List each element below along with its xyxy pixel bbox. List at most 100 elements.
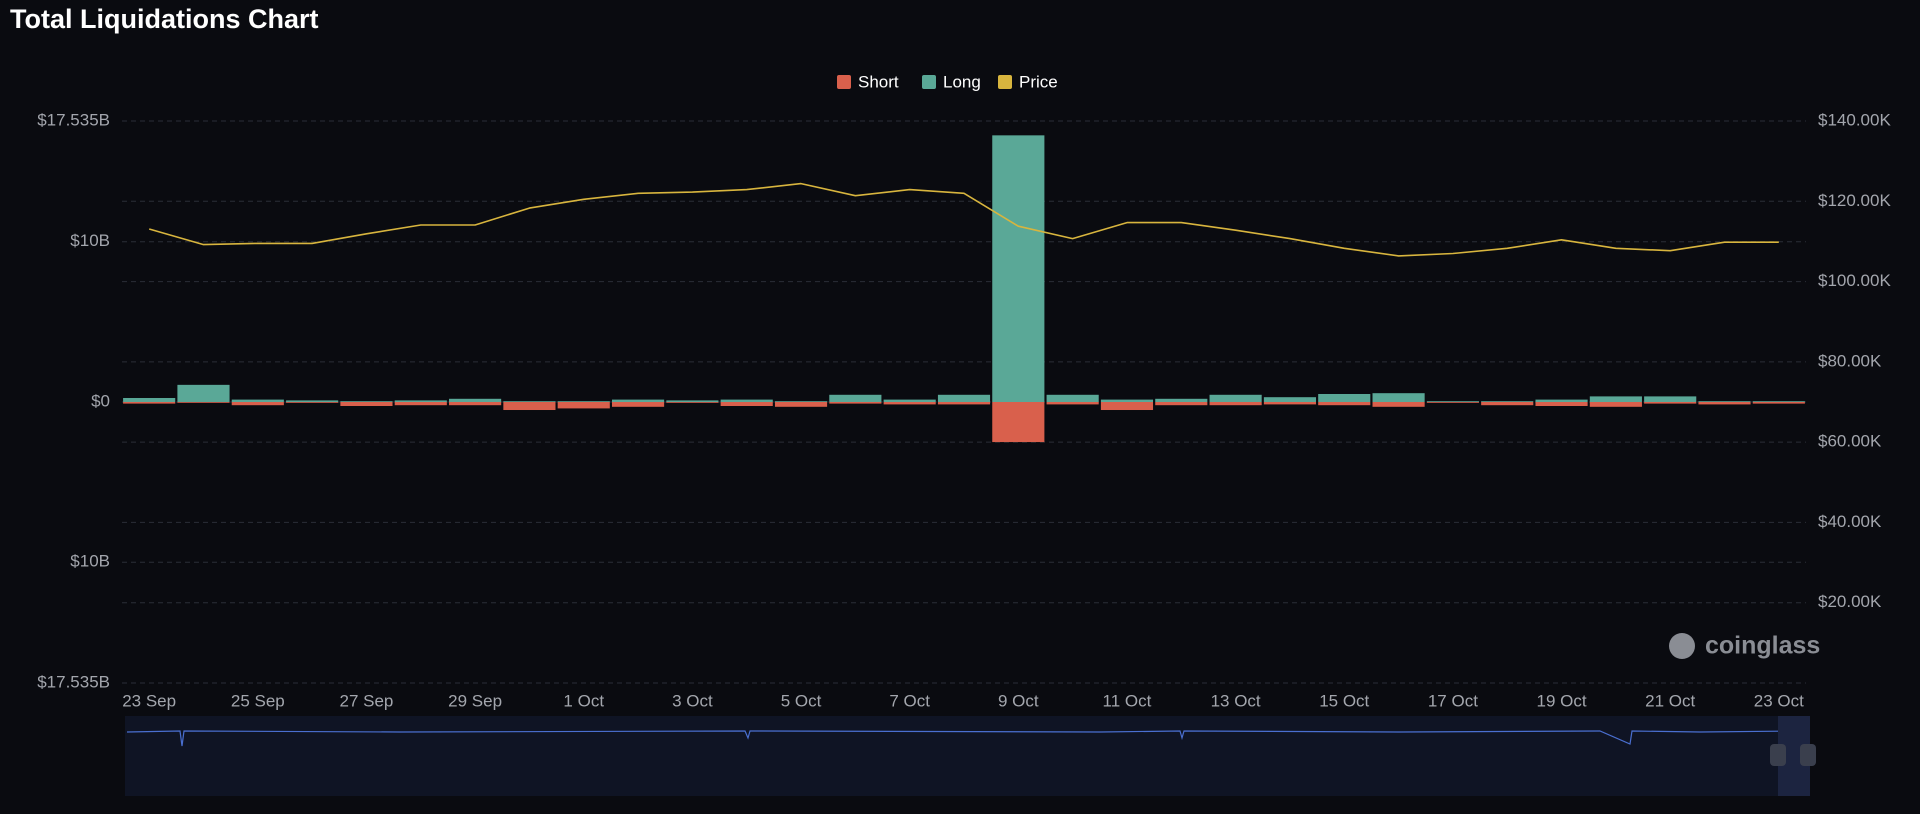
bar xyxy=(1372,402,1425,407)
y-tick-label: $17.535B xyxy=(37,672,110,691)
bar xyxy=(1426,402,1479,403)
legend-swatch xyxy=(998,75,1012,89)
legend-item[interactable]: Long xyxy=(922,72,981,91)
navigator xyxy=(125,716,1816,796)
bar xyxy=(992,402,1045,443)
bar xyxy=(1589,402,1642,407)
bar xyxy=(1535,399,1588,402)
legend-label: Long xyxy=(943,72,981,91)
bar xyxy=(340,402,393,407)
bar xyxy=(1155,402,1208,406)
bar xyxy=(720,402,773,407)
x-tick-label: 29 Sep xyxy=(448,691,502,710)
legend: Short Long Price xyxy=(837,72,1058,91)
bar xyxy=(123,397,176,402)
bar xyxy=(1372,393,1425,402)
legend-item[interactable]: Short xyxy=(837,72,899,91)
bar xyxy=(1155,398,1208,402)
y2-tick-label: $20.00K xyxy=(1818,592,1882,611)
x-tick-label: 11 Oct xyxy=(1103,691,1152,710)
x-tick-label: 25 Sep xyxy=(231,691,285,710)
y2-tick-label: $60.00K xyxy=(1818,432,1882,451)
bar xyxy=(1752,401,1805,402)
bar xyxy=(286,400,339,402)
legend-swatch xyxy=(837,75,851,89)
legend-swatch xyxy=(922,75,936,89)
bar xyxy=(1318,402,1371,406)
bar xyxy=(503,402,556,411)
navigator-background xyxy=(125,716,1810,796)
bar xyxy=(1263,397,1317,402)
bar xyxy=(883,402,936,405)
x-tick-label: 21 Oct xyxy=(1645,691,1695,710)
bar xyxy=(394,402,447,406)
bar xyxy=(557,401,610,402)
y2-tick-label: $40.00K xyxy=(1818,512,1882,531)
bar xyxy=(666,402,719,403)
bar xyxy=(1698,401,1751,402)
legend-item[interactable]: Price xyxy=(998,72,1058,91)
bar xyxy=(992,135,1045,402)
bar xyxy=(1263,402,1317,405)
bar xyxy=(883,399,936,402)
legend-label: Price xyxy=(1019,72,1058,91)
x-tick-label: 7 Oct xyxy=(889,691,930,710)
price-line xyxy=(148,182,1779,257)
bar xyxy=(774,402,828,407)
bar xyxy=(557,402,610,409)
bar xyxy=(611,399,665,402)
bar xyxy=(1481,402,1534,406)
bar xyxy=(774,401,828,402)
bar xyxy=(829,394,882,402)
y-tick-label: $0 xyxy=(91,391,110,410)
bar xyxy=(1644,402,1697,404)
bar xyxy=(1535,402,1588,407)
watermark-text: coinglass xyxy=(1705,632,1820,660)
bar xyxy=(720,399,773,402)
x-tick-label: 1 Oct xyxy=(563,691,604,710)
bar xyxy=(1589,396,1642,402)
x-tick-label: 23 Oct xyxy=(1754,691,1804,710)
bar xyxy=(1209,394,1262,402)
bar xyxy=(231,399,284,402)
x-tick-label: 15 Oct xyxy=(1319,691,1369,710)
x-tick-label: 17 Oct xyxy=(1428,691,1478,710)
bar xyxy=(1752,402,1805,404)
bar xyxy=(829,402,882,404)
bar xyxy=(1698,402,1751,405)
bar xyxy=(1209,402,1262,406)
x-tick-label: 23 Sep xyxy=(122,691,176,710)
bar xyxy=(394,400,447,402)
bar xyxy=(503,401,556,402)
watermark-logo xyxy=(1669,633,1695,659)
y2-tick-label: $100.00K xyxy=(1818,271,1891,290)
bar xyxy=(937,402,991,405)
bar xyxy=(177,402,230,403)
navigator-line xyxy=(126,730,1808,781)
y2-tick-label: $140.00K xyxy=(1818,110,1891,129)
bar xyxy=(231,402,284,406)
bar xyxy=(123,402,176,404)
y-tick-label: $10B xyxy=(70,231,110,250)
x-tick-label: 3 Oct xyxy=(672,691,713,710)
bar xyxy=(666,400,719,402)
navigator-handle[interactable] xyxy=(1800,744,1816,766)
bar xyxy=(1644,396,1697,402)
y2-tick-label: $120.00K xyxy=(1818,191,1891,210)
bar xyxy=(1100,402,1154,411)
bar xyxy=(1046,394,1099,402)
bar xyxy=(1100,399,1154,402)
y-tick-label: $17.535B xyxy=(37,110,110,129)
bar xyxy=(1426,401,1479,402)
x-tick-label: 9 Oct xyxy=(998,691,1039,710)
x-tick-label: 13 Oct xyxy=(1211,691,1261,710)
bar xyxy=(449,402,502,406)
bar xyxy=(340,401,393,402)
bar xyxy=(937,394,991,402)
navigator-handle[interactable] xyxy=(1770,744,1786,766)
bar xyxy=(611,402,665,407)
x-tick-label: 19 Oct xyxy=(1537,691,1587,710)
bar xyxy=(449,398,502,402)
